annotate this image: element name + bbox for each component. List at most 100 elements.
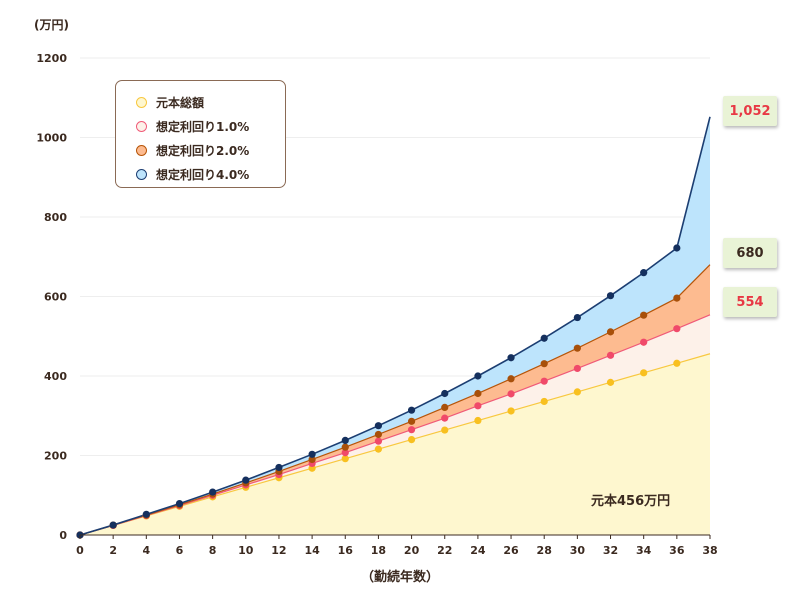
x-tick-label-38: 38 <box>702 544 717 557</box>
marker-yield-2-36 <box>673 294 681 302</box>
legend-swatch-principal <box>136 96 147 108</box>
marker-yield-4-22 <box>441 389 449 398</box>
marker-yield-4-36 <box>673 244 681 252</box>
marker-yield-2-16 <box>341 443 349 451</box>
marker-yield-4-12 <box>275 463 283 472</box>
marker-yield-4-32 <box>606 292 615 300</box>
marker-yield-4-18 <box>374 422 383 430</box>
callout-yield-4-final: 1,052 <box>723 96 777 126</box>
marker-yield-2-34 <box>640 311 648 319</box>
y-axis-unit-label: (万円) <box>34 18 69 32</box>
marker-principal-24 <box>474 416 482 425</box>
marker-yield-2-26 <box>507 375 515 383</box>
y-tick-label-1200: 1200 <box>36 52 67 65</box>
x-tick-label-12: 12 <box>271 544 286 557</box>
y-tick-label-400: 400 <box>44 370 67 383</box>
marker-principal-34 <box>640 369 648 377</box>
legend-item-yield-4: 想定利回り4.0% <box>136 166 249 182</box>
y-tick-label-600: 600 <box>44 291 67 304</box>
y-tick-label-0: 0 <box>59 529 67 542</box>
callout-yield-2-final: 680 <box>723 238 777 268</box>
x-tick-label-2: 2 <box>109 544 117 557</box>
x-tick-label-4: 4 <box>142 544 150 557</box>
marker-yield-4-10 <box>242 476 250 484</box>
marker-yield-4-16 <box>341 436 349 444</box>
x-tick-label-32: 32 <box>603 544 618 557</box>
legend-swatch-yield-1 <box>136 120 147 132</box>
series-markers <box>76 244 681 539</box>
legend-item-principal: 元本総額 <box>136 94 204 110</box>
y-tick-label-1000: 1000 <box>36 132 67 145</box>
marker-yield-2-18 <box>374 430 383 439</box>
x-axis-title: （勤続年数） <box>360 570 439 585</box>
y-tick-label-800: 800 <box>44 211 67 224</box>
x-tick-label-28: 28 <box>537 544 552 557</box>
x-tick-label-24: 24 <box>470 544 486 557</box>
marker-yield-2-28 <box>540 360 548 368</box>
marker-yield-1-26 <box>507 390 515 398</box>
marker-yield-4-4 <box>142 510 150 518</box>
x-tick-label-30: 30 <box>570 544 586 557</box>
x-tick-label-6: 6 <box>176 544 184 557</box>
marker-yield-2-30 <box>573 344 581 352</box>
marker-principal-16 <box>341 455 349 463</box>
legend-swatch-yield-2 <box>136 144 147 156</box>
marker-principal-32 <box>606 378 615 386</box>
marker-yield-1-32 <box>606 351 615 359</box>
marker-yield-4-6 <box>175 499 184 508</box>
marker-principal-26 <box>507 407 515 415</box>
marker-yield-1-16 <box>341 449 349 457</box>
marker-yield-4-28 <box>540 334 548 342</box>
legend-label-principal: 元本総額 <box>156 95 205 110</box>
line-yield-4 <box>79 116 711 536</box>
marker-yield-1-36 <box>673 325 681 333</box>
marker-yield-1-18 <box>374 437 383 445</box>
principal-total-note: 元本456万円 <box>591 494 671 509</box>
x-tick-label-22: 22 <box>437 544 452 557</box>
marker-principal-36 <box>673 359 681 367</box>
x-tick-label-0: 0 <box>76 544 84 557</box>
marker-principal-20 <box>407 436 416 444</box>
x-tick-label-14: 14 <box>304 544 320 557</box>
legend-item-yield-1: 想定利回り1.0% <box>136 118 249 134</box>
marker-yield-4-26 <box>507 354 515 362</box>
marker-yield-1-34 <box>640 338 648 346</box>
marker-yield-1-28 <box>540 377 548 385</box>
marker-principal-28 <box>540 397 548 406</box>
marker-yield-2-32 <box>606 328 615 336</box>
marker-yield-4-14 <box>308 450 316 458</box>
x-tick-label-10: 10 <box>238 544 254 557</box>
legend-label-yield-4: 想定利回り4.0% <box>156 167 250 182</box>
line-yield-1 <box>79 314 711 536</box>
callout-yield-1-final: 554 <box>723 287 777 317</box>
legend-item-yield-2: 想定利回り2.0% <box>136 142 249 158</box>
marker-yield-1-22 <box>441 414 449 422</box>
marker-yield-1-20 <box>407 426 416 434</box>
marker-yield-4-2 <box>109 521 117 529</box>
line-principal <box>79 353 711 536</box>
y-tick-label-200: 200 <box>44 450 67 463</box>
x-tick-label-36: 36 <box>669 544 685 557</box>
marker-principal-22 <box>441 426 449 434</box>
marker-yield-4-20 <box>407 406 416 414</box>
x-tick-label-26: 26 <box>503 544 519 557</box>
marker-yield-2-24 <box>474 389 482 398</box>
marker-yield-4-30 <box>573 313 581 322</box>
line-yield-2 <box>79 264 711 536</box>
x-tick-label-34: 34 <box>636 544 652 557</box>
legend-swatch-yield-4 <box>136 168 147 180</box>
marker-principal-30 <box>573 388 581 396</box>
x-tick-label-8: 8 <box>209 544 217 557</box>
marker-yield-2-14 <box>308 455 316 464</box>
marker-yield-2-22 <box>441 403 449 412</box>
series-lines <box>79 116 711 536</box>
marker-principal-18 <box>374 445 383 453</box>
marker-yield-1-24 <box>474 402 482 410</box>
x-tick-label-16: 16 <box>338 544 354 557</box>
legend-label-yield-1: 想定利回り1.0% <box>156 119 250 134</box>
marker-yield-1-30 <box>573 364 581 373</box>
x-tick-label-20: 20 <box>404 544 420 557</box>
x-tick-label-18: 18 <box>371 544 386 557</box>
